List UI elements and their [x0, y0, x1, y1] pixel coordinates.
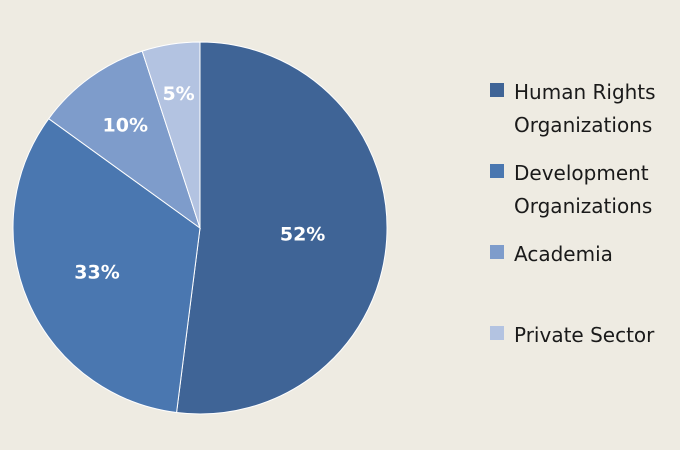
legend-label-academia: Academia	[514, 242, 613, 266]
legend-swatch-human-rights	[490, 83, 504, 97]
legend-label-human-rights: Human Rights Organizations	[514, 80, 656, 137]
data-label-human-rights: 52%	[280, 223, 325, 245]
data-label-academia: 10%	[103, 115, 148, 137]
legend-swatch-academia	[490, 245, 504, 259]
data-label-private-sector: 5%	[162, 83, 194, 105]
legend-swatch-private-sector	[490, 326, 504, 340]
pie-slice-human-rights	[176, 41, 388, 415]
legend-label-development: Development Organizations	[514, 161, 653, 218]
pie-slice-private-sector	[141, 41, 201, 229]
pie-slice-academia	[48, 50, 201, 230]
legend-label-private-sector: Private Sector	[514, 323, 655, 347]
data-label-development: 33%	[74, 261, 119, 283]
pie-slice-development	[12, 117, 201, 414]
legend-swatch-development	[490, 164, 504, 178]
